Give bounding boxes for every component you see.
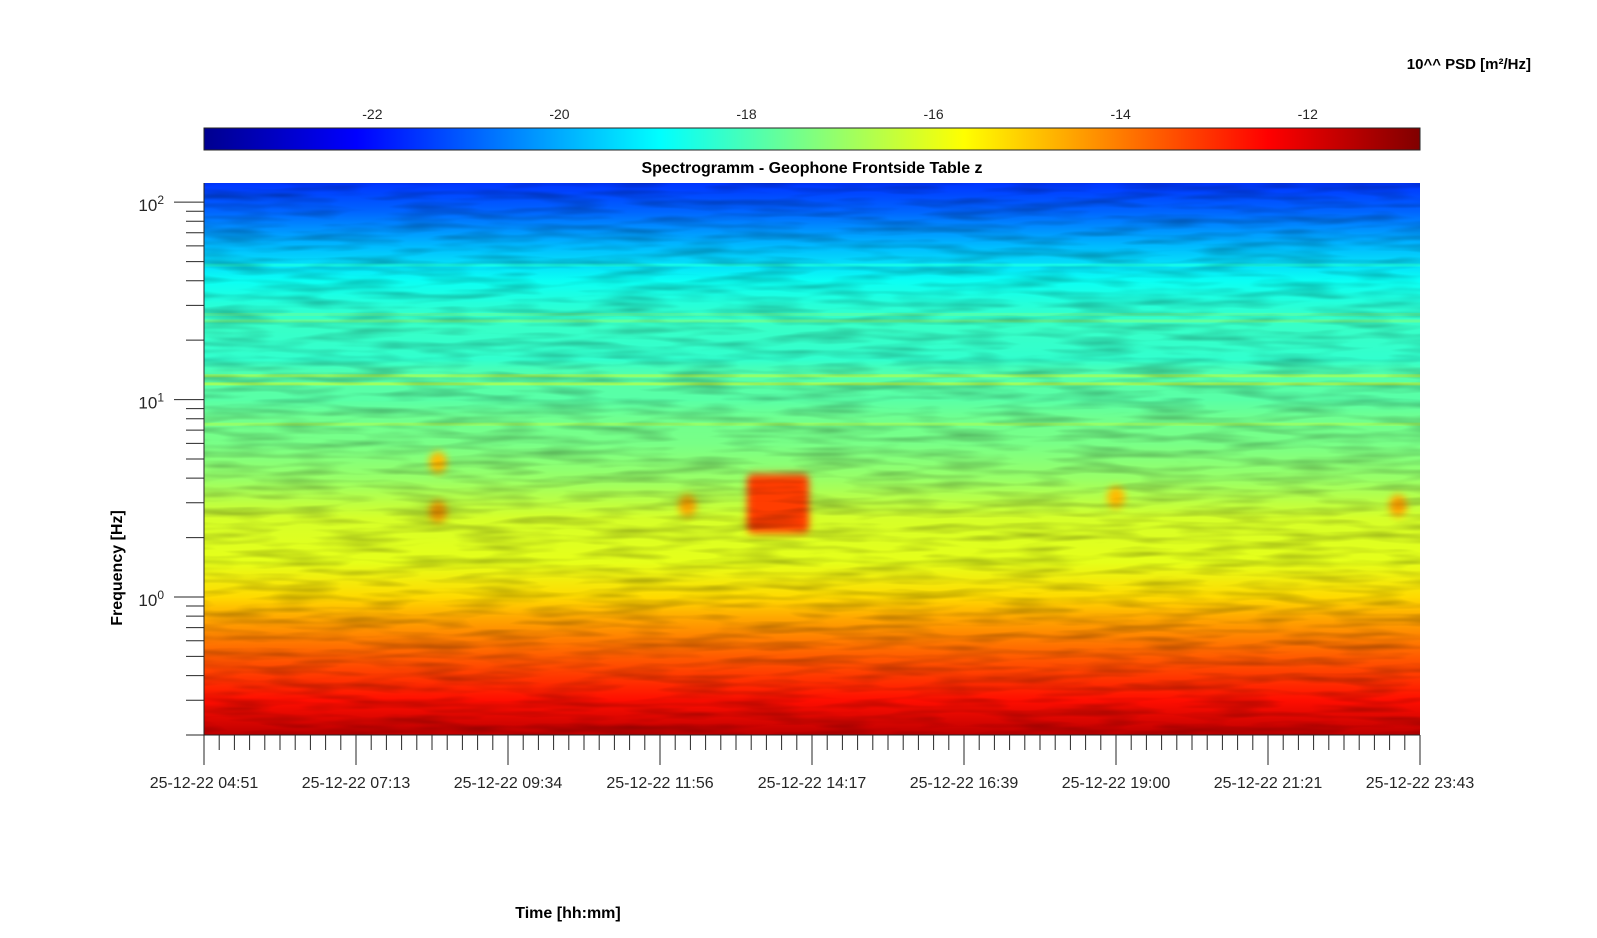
- x-tick-label: 25-12-22 21:21: [1214, 775, 1323, 792]
- colorbar-tick-label: -18: [736, 106, 756, 122]
- x-axis: 25-12-22 04:51 25-12-22 07:13 25-12-22 09:…: [150, 734, 1475, 792]
- y-tick-label: 100: [138, 588, 164, 610]
- colorbar-scale: [203, 127, 1421, 151]
- x-tick-label: 25-12-22 23:43: [1366, 775, 1475, 792]
- x-tick-label: 25-12-22 14:17: [758, 775, 867, 792]
- spectrogram-texture: [204, 183, 1420, 735]
- x-tick-label: 25-12-22 09:34: [454, 775, 563, 792]
- x-tick-label: 25-12-22 04:51: [150, 775, 259, 792]
- chart-title: Spectrogramm - Geophone Frontside Table …: [641, 160, 982, 177]
- colorbar-tick-label: -14: [1111, 106, 1131, 122]
- colorbar-tick-label: -20: [549, 106, 569, 122]
- colorbar-tick-label: -12: [1298, 106, 1318, 122]
- x-tick-label: 25-12-22 16:39: [910, 775, 1019, 792]
- y-axis-label: Frequency [Hz]: [109, 510, 126, 626]
- x-tick-label: 25-12-22 07:13: [302, 775, 411, 792]
- colorbar-tick-label: -16: [923, 106, 943, 122]
- colorbar-tick-label: -22: [362, 106, 382, 122]
- plot-area: [204, 183, 1420, 735]
- colorbar: 10^^ PSD [m²/Hz] -22 -20 -18 -16 -14 -12: [203, 56, 1531, 151]
- x-tick-label: 25-12-22 11:56: [606, 775, 713, 792]
- y-tick-label: 101: [138, 391, 164, 413]
- x-tick-label: 25-12-22 19:00: [1062, 775, 1171, 792]
- colorbar-label: 10^^ PSD [m²/Hz]: [1407, 56, 1531, 73]
- x-axis-label: Time [hh:mm]: [515, 905, 620, 922]
- y-tick-label: 102: [138, 193, 164, 215]
- y-axis: 100 101 102: [138, 183, 205, 736]
